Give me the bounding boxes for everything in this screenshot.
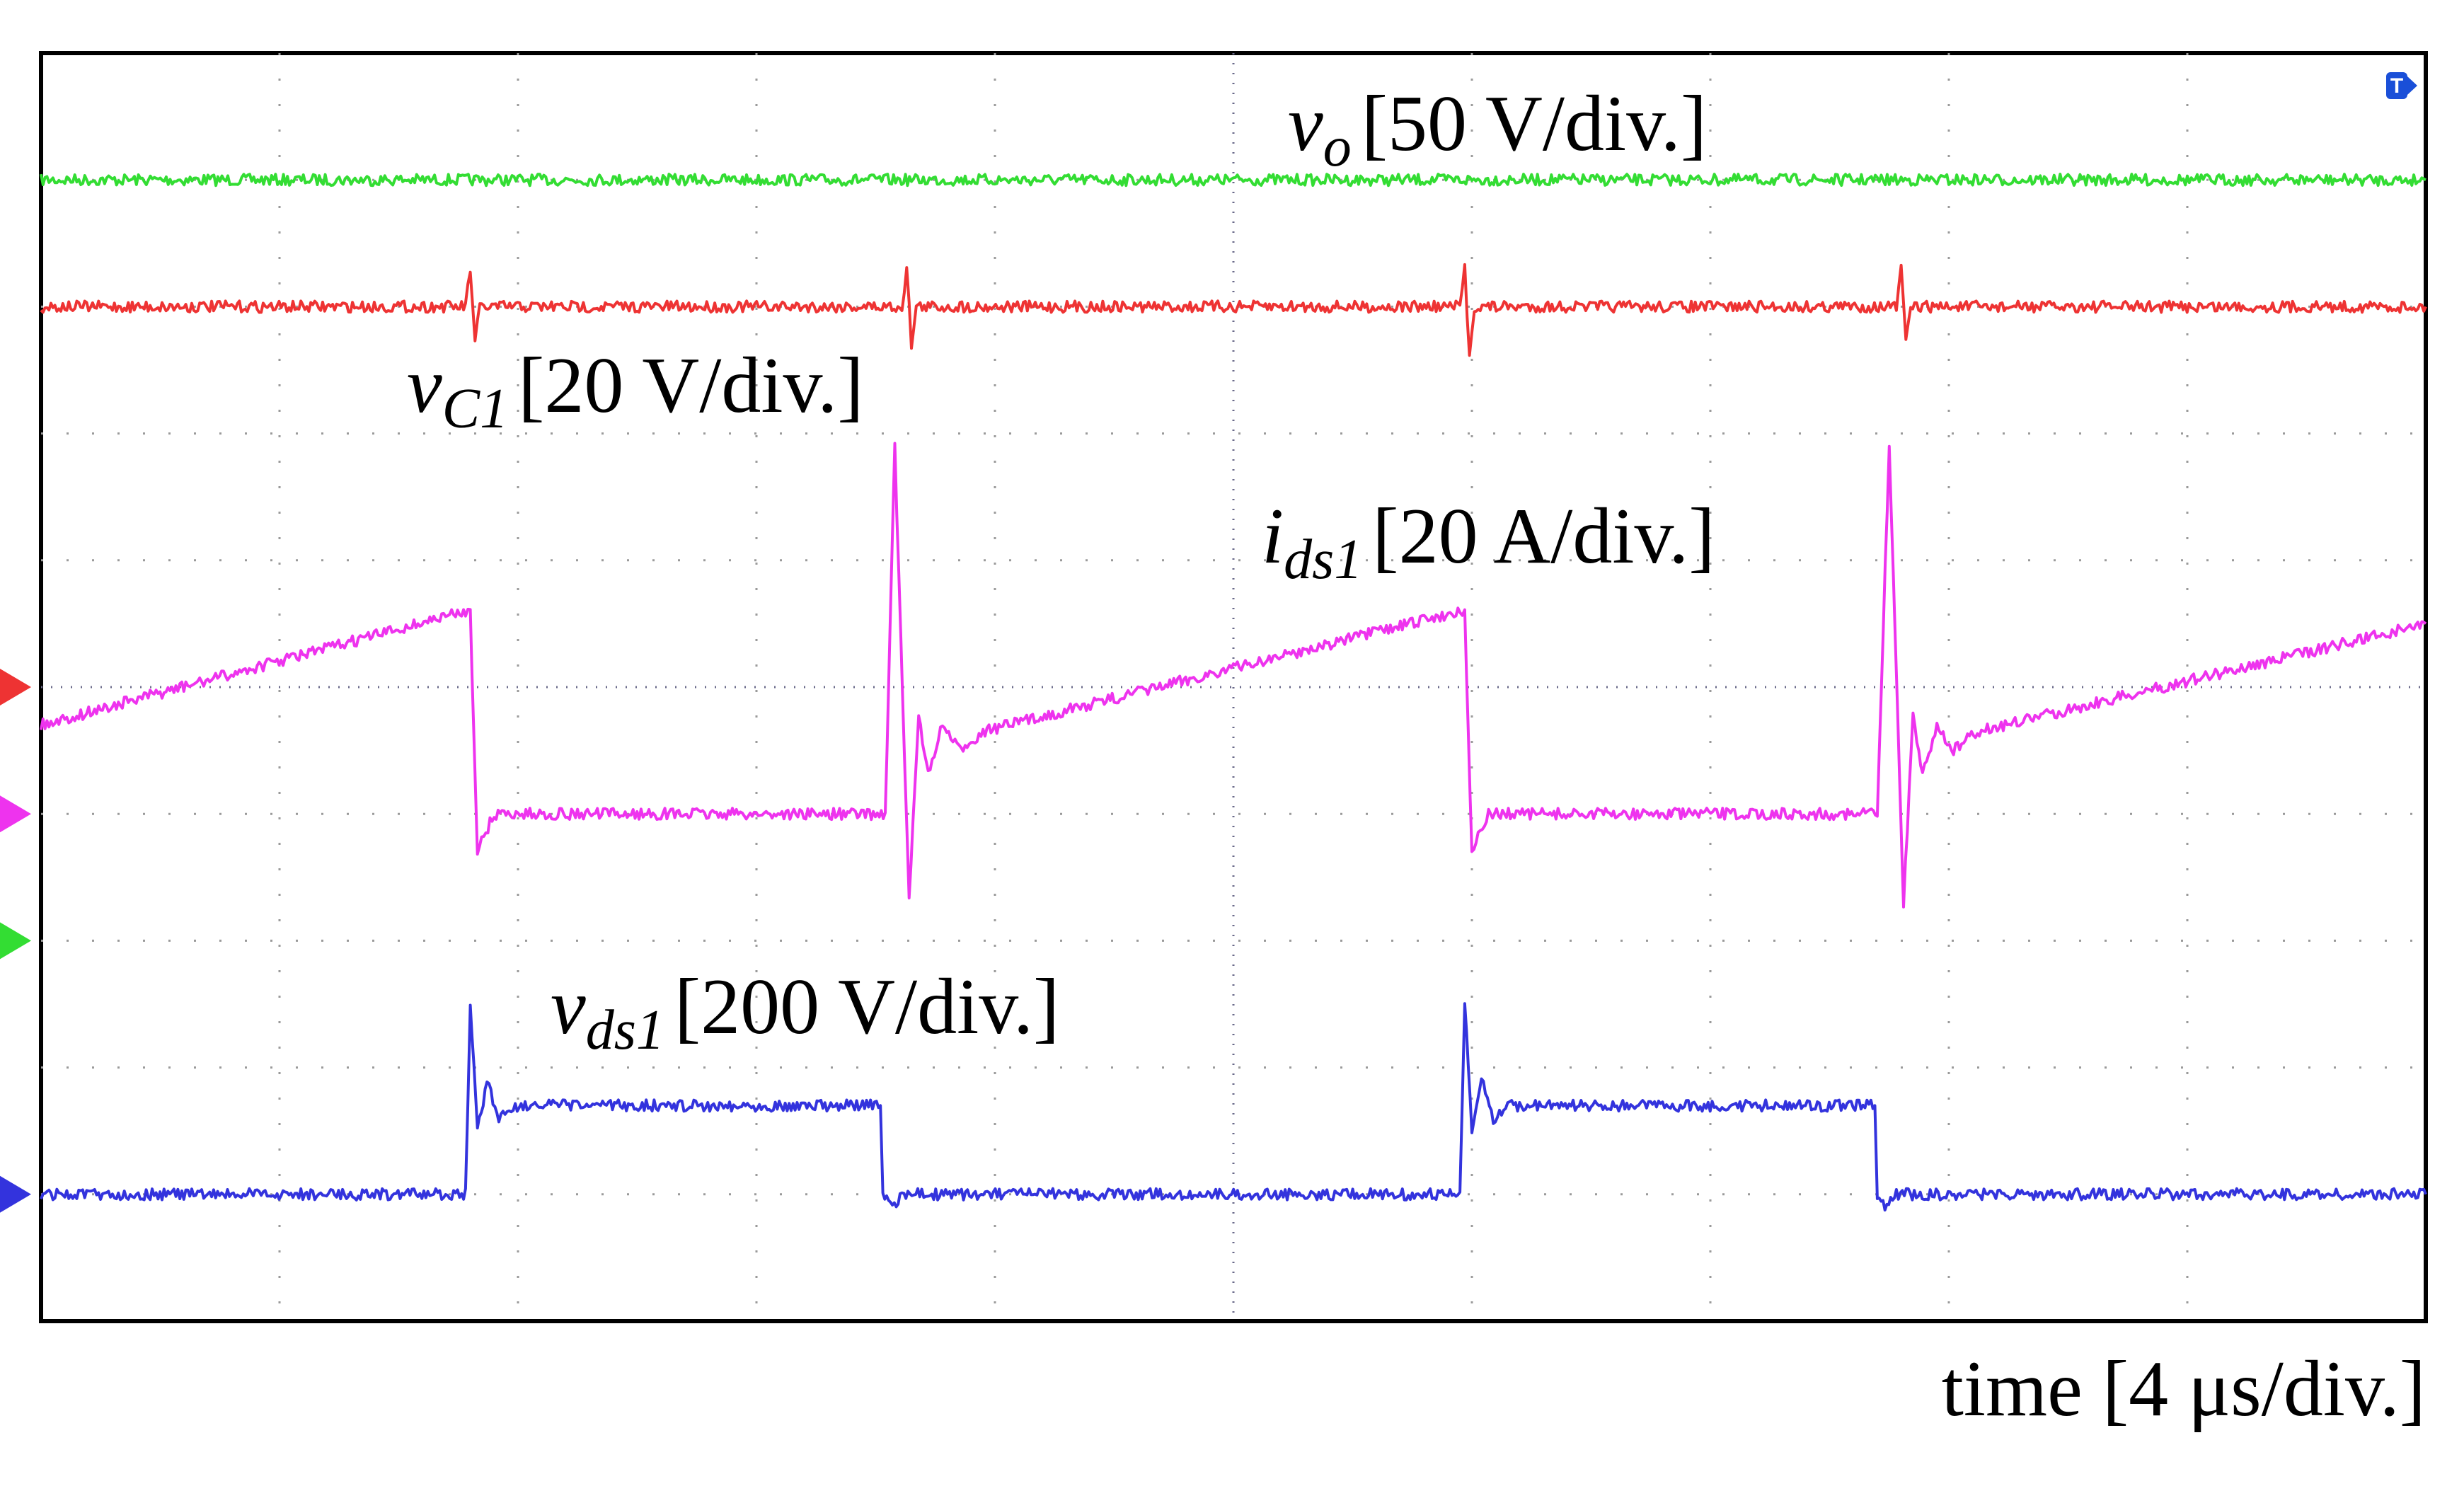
x-axis-label: time [4 μs/div.]: [1942, 1345, 2426, 1433]
channel-markers: [0, 669, 31, 1213]
label-vc1-var: v: [407, 342, 442, 430]
traces: [40, 173, 2427, 1212]
trace-vC1: [40, 263, 2427, 357]
trigger-marker-text: T: [2390, 74, 2403, 98]
trace-vds1: [40, 1002, 2427, 1212]
label-vds1-scale: [200 V/div.]: [674, 963, 1059, 1051]
label-ids1-scale: [20 A/div.]: [1372, 493, 1715, 580]
label-vc1-sub: C1: [442, 378, 508, 440]
label-vo-sub: o: [1323, 116, 1352, 178]
trigger-marker-box: [2386, 72, 2407, 99]
label-ids1-sub: ds1: [1284, 529, 1362, 591]
label-vc1-scale: [20 V/div.]: [518, 342, 863, 430]
trace-ids1: [40, 442, 2427, 909]
label-ids1-var: i: [1262, 493, 1284, 580]
marker-ids1: [0, 795, 31, 833]
label-vds1: vds1 [200 V/div.]: [551, 963, 1059, 1061]
label-vo: vo [50 V/div.]: [1288, 80, 1707, 178]
label-vc1: vC1 [20 V/div.]: [407, 342, 864, 440]
trigger-marker: T: [2386, 72, 2417, 99]
label-vds1-sub: ds1: [586, 999, 664, 1061]
marker-vC1: [0, 669, 31, 705]
label-ids1: ids1 [20 A/div.]: [1262, 493, 1715, 591]
label-vo-scale: [50 V/div.]: [1361, 80, 1707, 168]
marker-vds1: [0, 1175, 31, 1213]
label-vds1-var: v: [551, 963, 586, 1051]
trigger-marker-arrow: [2407, 76, 2417, 95]
label-vo-var: v: [1288, 80, 1323, 168]
marker-vo: [0, 922, 31, 960]
trace-vo: [40, 173, 2426, 188]
